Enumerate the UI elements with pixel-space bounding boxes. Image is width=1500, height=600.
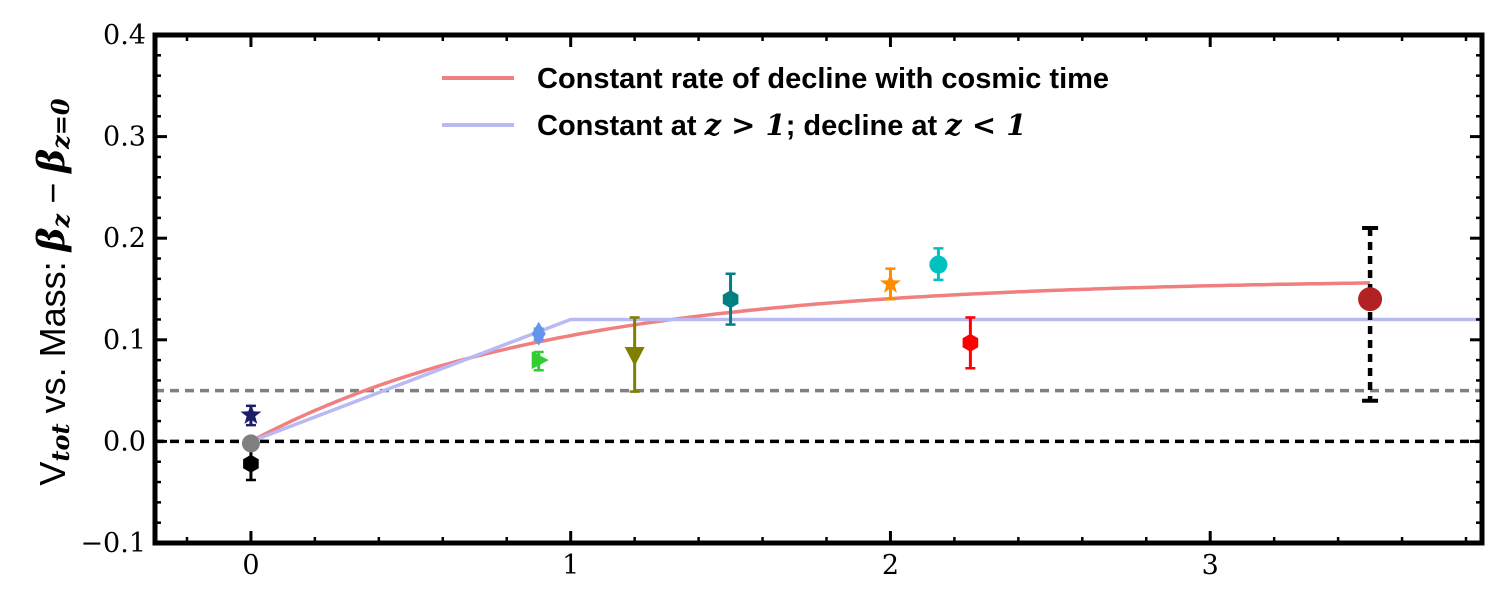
y-tick-label: 0.1 <box>103 325 146 356</box>
cyan-circle-marker <box>929 255 948 274</box>
ylabel-prefix-sub: tot <box>46 423 75 461</box>
y-axis-label: Vtot vs. Mass: βz − βz=0 <box>31 98 75 485</box>
navy-star-marker <box>240 404 262 424</box>
y-tick-label: 0.4 <box>103 20 146 51</box>
gray-circle-marker <box>241 434 260 453</box>
ylabel-beta: β <box>31 227 73 253</box>
x-tick-label: 2 <box>882 550 899 581</box>
constant-rate-line <box>250 281 1371 443</box>
x-tick-label: 1 <box>562 550 579 581</box>
tick-labels: 0 1 2 3 −0.1 0.0 0.1 0.2 0.3 0.4 <box>80 20 1218 581</box>
olive-triangle-down-marker <box>624 347 645 367</box>
green-triangle-right-marker <box>531 351 549 370</box>
red-hexagon-marker <box>962 333 979 352</box>
blue-diamond-marker <box>531 321 546 346</box>
teal-hexagon-marker <box>722 290 739 309</box>
ylabel-prefix: V <box>32 462 73 486</box>
ylabel-beta2-sub: z=0 <box>46 98 75 150</box>
reference-lines <box>155 388 1482 444</box>
constant-then-decline-line <box>250 317 1482 444</box>
y-tick-label: −0.1 <box>80 528 146 559</box>
ylabel-beta2: β <box>31 149 73 175</box>
x-tick-label: 3 <box>1202 550 1219 581</box>
orange-star-marker <box>880 272 901 293</box>
x-tick-label: 0 <box>242 550 259 581</box>
legend-label-1: Constant rate of decline with cosmic tim… <box>537 63 1109 95</box>
ylabel-beta-sub: z <box>46 212 75 228</box>
black-hexagon-marker <box>243 454 259 473</box>
y-tick-label: 0.3 <box>103 122 146 153</box>
axis-ticks <box>155 33 1482 545</box>
plot-frame <box>152 32 1485 546</box>
legend-label-2: Constant at z > 1; decline at z < 1 <box>537 108 1026 142</box>
model-lines <box>250 281 1482 444</box>
ylabel-minus: − <box>32 173 73 214</box>
darkred-circle-marker <box>1358 287 1383 312</box>
plot-border <box>152 32 1485 546</box>
ylabel-middle: vs. Mass: <box>32 251 73 423</box>
data-points <box>240 226 1383 482</box>
y-tick-label: 0.2 <box>103 223 146 254</box>
y-tick-label: 0.0 <box>103 426 146 457</box>
legend: Constant rate of decline with cosmic tim… <box>442 63 1109 142</box>
